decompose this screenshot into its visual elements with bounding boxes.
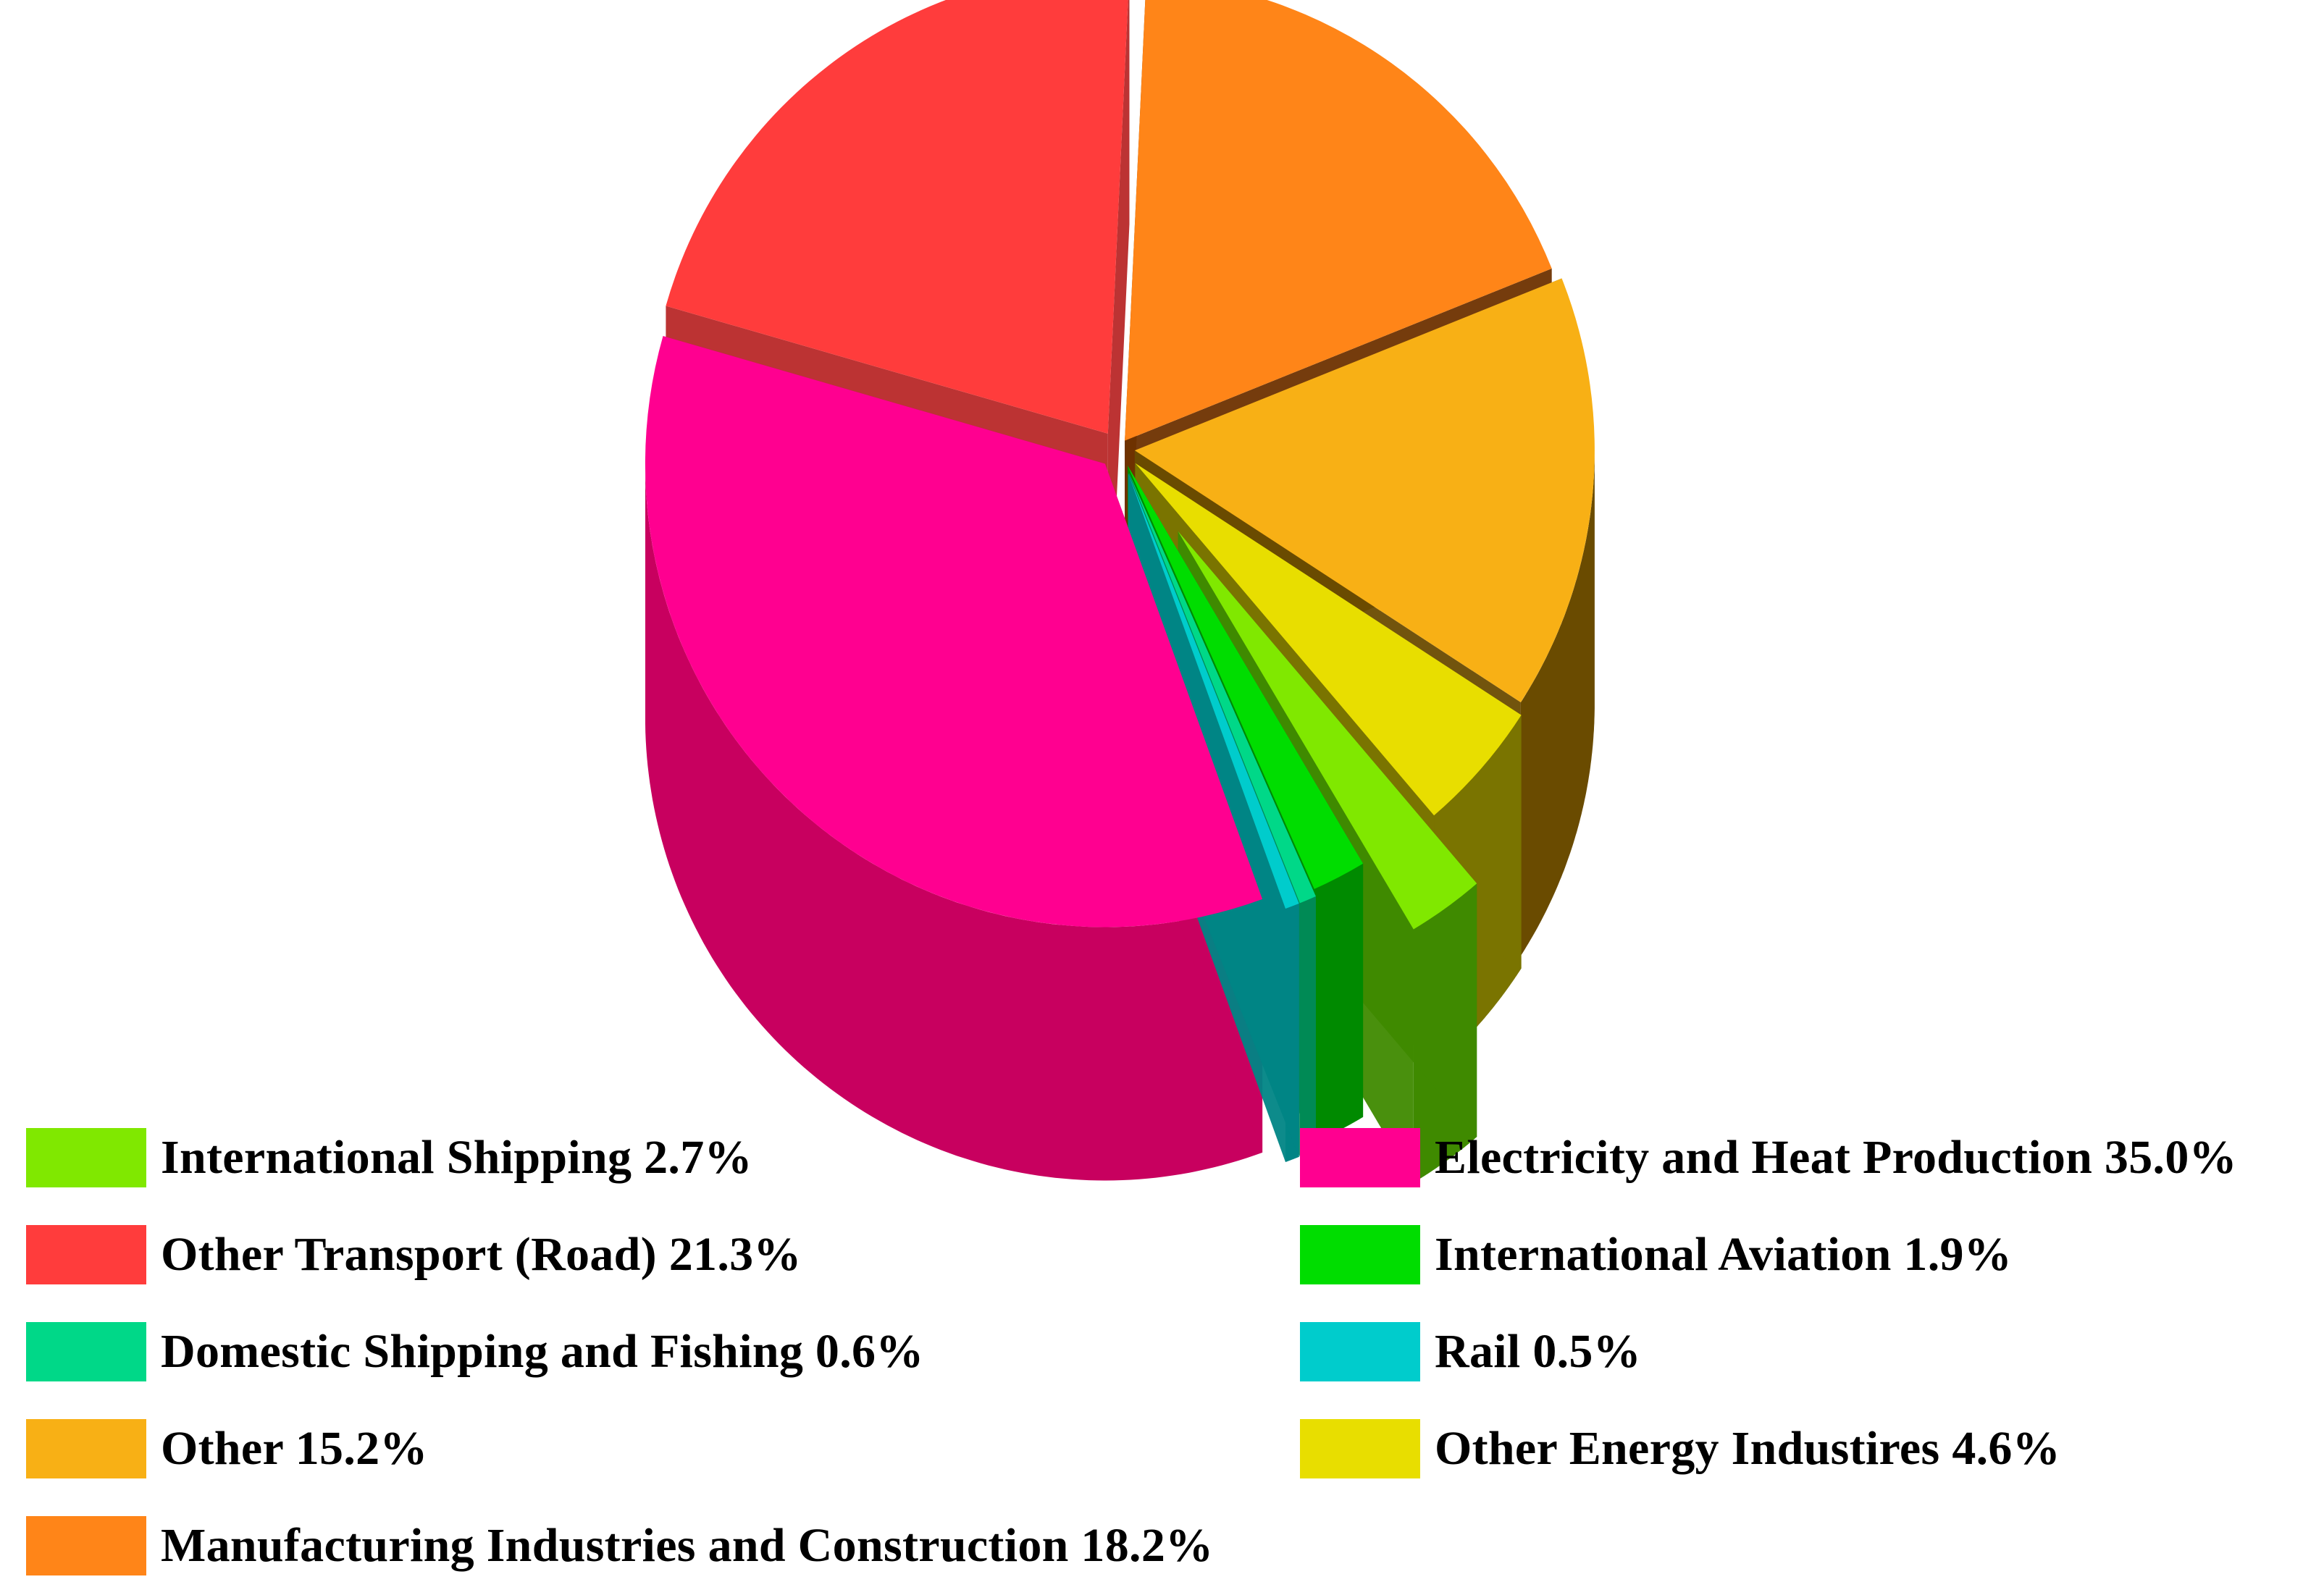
pie-slice-other-transport-road [666,0,1128,434]
pie-outer-wall-electricity-and-heat-production [645,470,1263,1181]
pie-slice-manufacturing-industries-and-construction [1125,0,1552,441]
pie-slice-domestic-shipping-and-fishing [1129,473,1316,904]
pie-slice-international-shipping [1178,531,1477,930]
pie-slice-international-aviation [1128,466,1364,889]
pie-top-faces [645,0,1595,930]
pie-slice-electricity-and-heat-production [645,336,1263,927]
pie-slice-rail [1128,473,1299,909]
pie-slice-other [1134,278,1595,702]
pie-outer-wall-other [1520,451,1595,956]
pie-slice-other-energy-industires [1135,463,1522,816]
